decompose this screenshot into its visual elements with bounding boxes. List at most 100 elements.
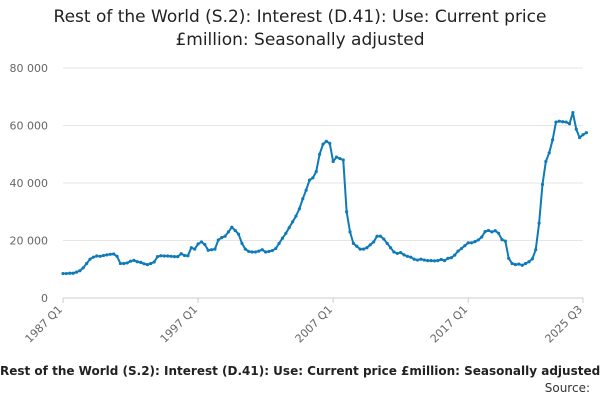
data-point — [166, 254, 170, 258]
data-point-markers — [61, 110, 588, 276]
data-point — [277, 241, 281, 245]
source-label: Source: — [544, 381, 590, 395]
data-point — [176, 255, 180, 259]
data-point — [453, 253, 457, 257]
data-point — [442, 259, 447, 263]
data-point — [530, 257, 534, 261]
data-point — [483, 229, 487, 234]
data-point — [135, 260, 139, 264]
data-point — [216, 238, 220, 242]
data-point — [280, 236, 285, 240]
data-point — [203, 242, 207, 247]
data-point — [500, 238, 504, 242]
data-point — [402, 253, 406, 257]
data-point — [385, 241, 389, 245]
data-point — [196, 242, 200, 246]
data-point — [155, 255, 160, 259]
data-point — [85, 261, 89, 266]
data-point — [71, 271, 75, 275]
data-point — [257, 249, 261, 253]
data-point — [182, 253, 187, 258]
data-point — [466, 241, 470, 245]
data-point — [382, 237, 386, 241]
data-point — [223, 234, 227, 238]
data-point — [456, 249, 460, 253]
data-point — [571, 110, 575, 115]
data-point — [415, 258, 420, 262]
data-point — [486, 228, 491, 233]
data-point — [213, 247, 217, 251]
data-point — [490, 230, 494, 234]
data-point — [186, 254, 190, 258]
data-point — [469, 241, 474, 245]
chart-title-line-2: £million: Seasonally adjusted — [175, 30, 425, 50]
data-point — [345, 210, 349, 214]
data-point — [193, 247, 197, 251]
y-tick-label: 20 000 — [10, 235, 49, 248]
chart-title-line-1: Rest of the World (S.2): Interest (D.41)… — [53, 7, 547, 27]
data-point — [247, 249, 251, 254]
data-point — [392, 250, 396, 254]
data-point — [287, 225, 291, 230]
data-point — [534, 248, 538, 252]
data-point — [88, 257, 92, 261]
data-point — [311, 176, 315, 180]
data-point — [267, 249, 271, 254]
data-point — [395, 251, 399, 256]
data-point — [432, 259, 437, 263]
data-point — [253, 250, 258, 254]
data-point — [422, 258, 426, 262]
data-point — [274, 246, 278, 251]
data-point — [199, 240, 204, 244]
data-point — [115, 254, 119, 258]
data-point — [463, 244, 467, 248]
data-point — [520, 263, 524, 267]
x-tick-label: 1997 Q1 — [158, 303, 201, 346]
data-point — [375, 234, 379, 238]
data-point — [544, 159, 548, 164]
data-point — [226, 230, 231, 234]
data-point — [112, 252, 116, 256]
data-point — [507, 256, 511, 260]
data-point — [436, 259, 440, 263]
data-point — [564, 120, 568, 124]
data-point — [372, 240, 376, 244]
data-point — [230, 225, 234, 229]
x-tick-label: 1987 Q1 — [23, 303, 66, 346]
data-point — [358, 247, 362, 251]
data-point — [152, 260, 156, 264]
data-point — [517, 262, 521, 266]
data-point — [459, 246, 464, 251]
data-point — [264, 250, 268, 254]
data-point — [142, 262, 146, 266]
data-point — [429, 259, 433, 263]
data-point — [365, 246, 369, 250]
data-point — [118, 261, 122, 266]
y-tick-label: 60 000 — [10, 120, 49, 133]
data-point — [426, 259, 430, 263]
data-point — [81, 266, 85, 270]
data-point — [139, 260, 143, 264]
data-point — [405, 254, 410, 258]
data-point — [122, 261, 126, 266]
data-point — [172, 255, 177, 259]
x-tick-label: 2007 Q1 — [293, 303, 336, 346]
data-point — [551, 138, 555, 142]
data-point — [291, 220, 295, 224]
data-point — [324, 139, 328, 143]
data-point — [233, 228, 237, 233]
data-point — [513, 263, 518, 267]
data-point — [496, 231, 501, 235]
y-tick-label: 40 000 — [10, 177, 49, 190]
data-point — [473, 240, 477, 244]
data-point — [307, 178, 312, 182]
data-point — [581, 133, 585, 137]
data-point — [557, 119, 561, 123]
data-point — [328, 141, 332, 145]
data-point — [243, 247, 247, 251]
series-line — [62, 111, 588, 275]
data-point — [270, 248, 274, 253]
data-point — [510, 261, 514, 266]
data-point — [348, 230, 352, 234]
